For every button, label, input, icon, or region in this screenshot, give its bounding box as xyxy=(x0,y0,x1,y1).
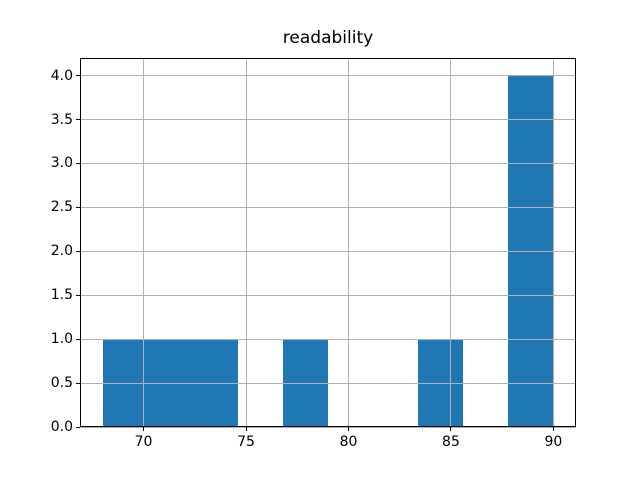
y-tick-label: 4.0 xyxy=(50,67,73,84)
gridline-vertical xyxy=(450,58,452,427)
gridline-horizontal xyxy=(80,338,576,340)
y-tick-mark xyxy=(76,338,80,340)
x-tick-mark xyxy=(552,427,554,431)
y-tick-mark xyxy=(76,119,80,120)
y-tick-mark xyxy=(76,294,80,296)
x-tick-label: 75 xyxy=(237,434,255,450)
y-tick-label: 1.5 xyxy=(50,287,73,304)
gridline-horizontal xyxy=(80,382,576,384)
y-tick-label: 0.5 xyxy=(50,375,73,392)
y-tick-label: 1.0 xyxy=(50,331,73,348)
x-tick-label: 80 xyxy=(339,434,358,450)
gridline-horizontal xyxy=(80,119,576,120)
x-tick-mark xyxy=(245,427,247,431)
plot-area xyxy=(80,58,576,428)
y-tick-mark xyxy=(76,426,80,428)
gridline-horizontal xyxy=(80,294,576,296)
gridline-vertical xyxy=(143,58,145,427)
x-tick-label: 70 xyxy=(134,434,153,450)
gridline-horizontal xyxy=(80,75,576,77)
gridline-horizontal xyxy=(80,206,576,208)
y-tick-mark xyxy=(76,382,80,384)
gridline-horizontal xyxy=(80,162,576,164)
y-tick-label: 2.5 xyxy=(50,199,73,216)
y-tick-label: 3.5 xyxy=(50,111,73,128)
gridline-vertical xyxy=(245,58,247,427)
gridline-horizontal xyxy=(80,250,576,252)
y-tick-mark xyxy=(76,250,80,252)
gridline-vertical xyxy=(552,58,554,427)
y-tick-label: 2.0 xyxy=(50,243,73,260)
y-tick-label: 0.0 xyxy=(50,419,73,435)
y-tick-mark xyxy=(76,206,80,208)
x-tick-mark xyxy=(348,427,349,431)
grid-layer xyxy=(80,58,576,428)
x-tick-mark xyxy=(450,427,452,431)
y-tick-mark xyxy=(76,162,80,164)
chart-title: readability xyxy=(282,28,374,48)
gridline-vertical xyxy=(348,58,349,427)
x-tick-mark xyxy=(143,427,145,431)
y-tick-mark xyxy=(76,75,80,77)
gridline-horizontal xyxy=(80,426,576,428)
x-tick-label: 90 xyxy=(544,434,563,450)
y-tick-label: 3.0 xyxy=(50,155,73,172)
x-tick-label: 85 xyxy=(442,434,460,450)
